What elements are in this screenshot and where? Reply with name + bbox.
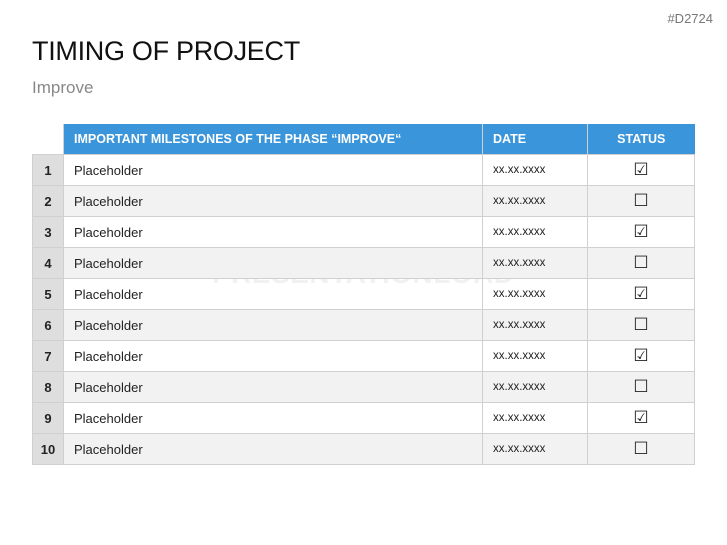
header-date: DATE [482, 124, 588, 155]
table-row: 3 Placeholder xx.xx.xxxx ☑ [32, 216, 695, 248]
milestone-date: xx.xx.xxxx [482, 371, 588, 403]
milestones-table: IMPORTANT MILESTONES OF THE PHASE “IMPRO… [32, 124, 695, 465]
page-subtitle: Improve [32, 78, 94, 97]
slide-code: #D2724 [667, 11, 713, 26]
milestone-text: Placeholder [63, 402, 483, 434]
milestone-date: xx.xx.xxxx [482, 185, 588, 217]
row-number: 5 [32, 278, 64, 310]
table-row: 9 Placeholder xx.xx.xxxx ☑ [32, 402, 695, 434]
table-row: 1 Placeholder xx.xx.xxxx ☑ [32, 154, 695, 186]
checked-checkbox-icon[interactable]: ☑ [587, 278, 695, 310]
milestone-date: xx.xx.xxxx [482, 340, 588, 372]
milestone-date: xx.xx.xxxx [482, 278, 588, 310]
table-row: 2 Placeholder xx.xx.xxxx ☐ [32, 185, 695, 217]
row-number: 9 [32, 402, 64, 434]
header-blank [32, 124, 64, 155]
unchecked-checkbox-icon[interactable]: ☐ [587, 433, 695, 465]
table-row: 4 Placeholder xx.xx.xxxx ☐ [32, 247, 695, 279]
checked-checkbox-icon[interactable]: ☑ [587, 154, 695, 186]
milestone-date: xx.xx.xxxx [482, 216, 588, 248]
milestone-text: Placeholder [63, 371, 483, 403]
header-milestones: IMPORTANT MILESTONES OF THE PHASE “IMPRO… [63, 124, 483, 155]
table-row: 6 Placeholder xx.xx.xxxx ☐ [32, 309, 695, 341]
milestone-text: Placeholder [63, 433, 483, 465]
checked-checkbox-icon[interactable]: ☑ [587, 402, 695, 434]
row-number: 4 [32, 247, 64, 279]
table-row: 7 Placeholder xx.xx.xxxx ☑ [32, 340, 695, 372]
table-row: 8 Placeholder xx.xx.xxxx ☐ [32, 371, 695, 403]
checked-checkbox-icon[interactable]: ☑ [587, 216, 695, 248]
milestone-text: Placeholder [63, 154, 483, 186]
milestone-text: Placeholder [63, 216, 483, 248]
unchecked-checkbox-icon[interactable]: ☐ [587, 309, 695, 341]
page-title: TIMING OF PROJECT [32, 36, 300, 66]
row-number: 8 [32, 371, 64, 403]
row-number: 6 [32, 309, 64, 341]
row-number: 3 [32, 216, 64, 248]
milestone-text: Placeholder [63, 278, 483, 310]
row-number: 7 [32, 340, 64, 372]
milestone-date: xx.xx.xxxx [482, 433, 588, 465]
unchecked-checkbox-icon[interactable]: ☐ [587, 371, 695, 403]
milestone-date: xx.xx.xxxx [482, 309, 588, 341]
milestone-date: xx.xx.xxxx [482, 402, 588, 434]
unchecked-checkbox-icon[interactable]: ☐ [587, 185, 695, 217]
milestone-text: Placeholder [63, 247, 483, 279]
milestone-text: Placeholder [63, 309, 483, 341]
table-header: IMPORTANT MILESTONES OF THE PHASE “IMPRO… [32, 124, 695, 155]
row-number: 1 [32, 154, 64, 186]
milestone-date: xx.xx.xxxx [482, 247, 588, 279]
milestone-date: xx.xx.xxxx [482, 154, 588, 186]
checked-checkbox-icon[interactable]: ☑ [587, 340, 695, 372]
milestone-text: Placeholder [63, 185, 483, 217]
table-row: 5 Placeholder xx.xx.xxxx ☑ [32, 278, 695, 310]
row-number: 10 [32, 433, 64, 465]
milestone-text: Placeholder [63, 340, 483, 372]
table-row: 10 Placeholder xx.xx.xxxx ☐ [32, 433, 695, 465]
header-status: STATUS [587, 124, 695, 155]
unchecked-checkbox-icon[interactable]: ☐ [587, 247, 695, 279]
row-number: 2 [32, 185, 64, 217]
